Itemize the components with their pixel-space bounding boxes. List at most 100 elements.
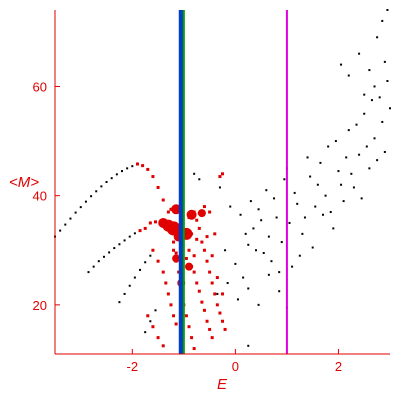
data-point xyxy=(161,344,165,348)
data-point xyxy=(156,185,160,189)
data-point xyxy=(190,336,194,340)
data-point xyxy=(236,298,239,301)
data-point xyxy=(144,261,147,264)
data-point xyxy=(195,218,199,222)
data-point xyxy=(143,226,147,230)
data-point xyxy=(197,289,201,293)
data-point xyxy=(316,183,319,186)
data-point xyxy=(270,260,273,263)
data-point xyxy=(202,308,206,312)
data-point xyxy=(215,276,219,280)
data-point xyxy=(332,227,335,230)
data-point xyxy=(376,159,379,162)
data-point xyxy=(172,240,176,244)
data-point xyxy=(154,309,157,312)
data-point xyxy=(100,185,103,188)
data-point xyxy=(151,175,155,179)
data-point xyxy=(154,220,157,224)
data-point xyxy=(218,186,221,189)
data-point xyxy=(110,177,113,180)
data-point xyxy=(208,270,212,274)
data-point xyxy=(298,254,301,257)
data-point xyxy=(352,186,355,189)
data-point xyxy=(192,270,196,274)
data-point xyxy=(92,265,95,268)
data-point xyxy=(347,129,350,132)
data-point xyxy=(113,247,116,250)
data-point xyxy=(151,325,155,329)
data-point xyxy=(381,19,384,22)
data-point xyxy=(197,226,201,230)
y-axis-label: <M> xyxy=(9,174,39,191)
data-point xyxy=(358,153,361,156)
data-point xyxy=(329,211,332,214)
data-point xyxy=(187,325,191,329)
data-point xyxy=(224,249,227,252)
data-point xyxy=(340,183,343,186)
data-point xyxy=(139,268,142,271)
data-point xyxy=(221,319,224,323)
large-data-point xyxy=(197,209,206,218)
large-data-point xyxy=(172,254,181,263)
data-point xyxy=(363,93,366,96)
data-point xyxy=(210,281,214,285)
data-point xyxy=(90,195,93,198)
data-point xyxy=(273,197,276,200)
data-point xyxy=(79,206,82,209)
data-point xyxy=(126,167,129,170)
data-point xyxy=(216,292,219,295)
data-point xyxy=(141,164,145,168)
data-point xyxy=(257,208,260,211)
data-point xyxy=(255,249,257,252)
x-tick-label: -2 xyxy=(127,359,139,374)
data-point xyxy=(283,178,286,181)
data-point xyxy=(386,79,389,82)
data-point xyxy=(324,194,327,197)
large-data-point xyxy=(185,262,193,271)
data-point xyxy=(166,210,170,214)
data-point xyxy=(166,292,170,296)
data-point xyxy=(340,63,343,66)
data-point xyxy=(337,170,340,173)
data-point xyxy=(260,219,263,222)
data-point xyxy=(213,292,217,296)
data-point xyxy=(278,271,281,274)
axes xyxy=(54,10,390,355)
data-point xyxy=(210,254,214,258)
data-point xyxy=(174,251,178,255)
data-point xyxy=(102,255,105,258)
data-point xyxy=(169,207,173,211)
data-point xyxy=(193,172,196,175)
x-tick-label: 0 xyxy=(232,359,239,374)
data-point xyxy=(218,175,222,179)
data-point xyxy=(128,235,131,238)
data-point xyxy=(187,248,191,252)
data-point xyxy=(376,36,379,39)
data-point xyxy=(291,265,294,268)
data-point xyxy=(105,181,108,183)
data-point xyxy=(161,270,165,274)
data-point xyxy=(311,246,314,249)
data-point xyxy=(200,300,204,304)
data-point xyxy=(244,232,247,235)
data-point xyxy=(267,235,270,238)
data-point xyxy=(221,172,224,176)
data-point xyxy=(226,282,229,285)
data-point xyxy=(368,167,371,170)
data-point xyxy=(345,156,348,159)
data-point xyxy=(314,205,317,208)
large-data-point xyxy=(171,204,182,215)
data-point xyxy=(301,232,304,235)
large-data-point xyxy=(186,209,197,220)
data-point xyxy=(355,123,358,126)
data-point xyxy=(239,213,242,216)
vertical-reference-lines xyxy=(178,10,288,354)
axis-ticks: -2 0 2 20 40 60 xyxy=(33,79,343,374)
data-point xyxy=(195,237,199,241)
data-point xyxy=(146,314,150,318)
data-point xyxy=(363,112,366,115)
data-point xyxy=(262,251,265,254)
data-point xyxy=(383,60,386,63)
data-point xyxy=(218,311,222,315)
data-point xyxy=(358,52,361,55)
